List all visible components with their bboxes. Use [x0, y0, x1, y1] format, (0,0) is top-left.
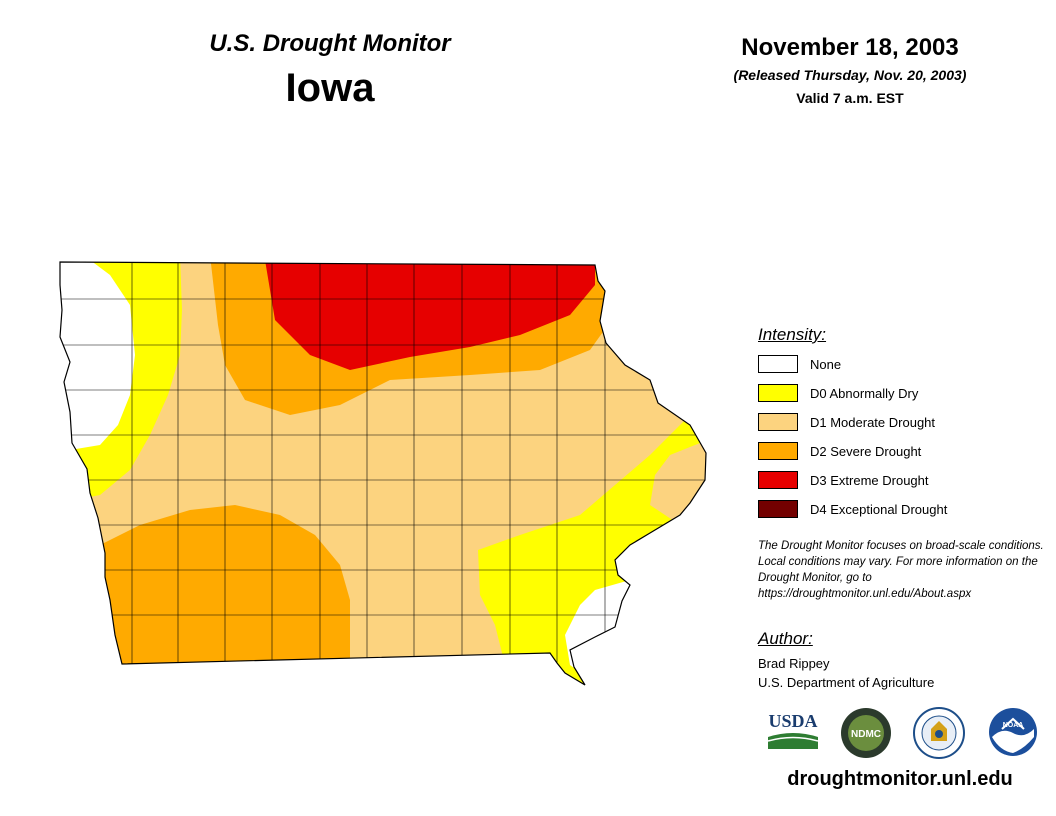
usda-logo: USDA: [766, 707, 820, 751]
legend-label: D3 Extreme Drought: [810, 473, 929, 488]
state-title: Iowa: [285, 66, 375, 110]
drought-d0-east: [478, 365, 706, 685]
disclaimer-note: The Drought Monitor focuses on broad-sca…: [758, 540, 1044, 600]
ndmc-logo: NDMC: [840, 707, 892, 759]
legend-swatch: [758, 355, 798, 373]
state-outline: [59, 261, 707, 686]
valid-time: Valid 7 a.m. EST: [796, 90, 904, 106]
legend-title: Intensity:: [758, 325, 827, 344]
website-url[interactable]: droughtmonitor.unl.edu: [787, 768, 1013, 790]
author-heading: Author:: [758, 629, 813, 648]
drought-d3-north: [265, 262, 595, 370]
author-organization: U.S. Department of Agriculture: [758, 675, 935, 690]
county-boundaries: [60, 262, 706, 685]
product-title: U.S. Drought Monitor: [209, 30, 451, 57]
legend-swatch: [758, 413, 798, 431]
author-name: Brad Rippey: [758, 656, 830, 671]
noaa-logo-text: NOAA: [1003, 722, 1024, 729]
legend-swatch: [758, 471, 798, 489]
release-date: (Released Thursday, Nov. 20, 2003): [733, 67, 967, 83]
legend-swatch: [758, 500, 798, 518]
drought-none-southeast: [565, 580, 706, 685]
doc-logo: [913, 707, 965, 759]
legend-label: D1 Moderate Drought: [810, 415, 936, 430]
ndmc-logo-text: NDMC: [851, 729, 881, 740]
legend-label: D0 Abnormally Dry: [810, 386, 919, 401]
drought-none-west: [60, 262, 135, 450]
legend-label: D4 Exceptional Drought: [810, 502, 948, 517]
map-date: November 18, 2003: [741, 34, 959, 61]
noaa-logo: NOAA: [988, 707, 1038, 757]
legend-label: D2 Severe Drought: [810, 444, 922, 459]
drought-d2-southwest: [60, 505, 350, 685]
legend-swatch: [758, 384, 798, 402]
iowa-drought-map: [59, 261, 707, 686]
legend-swatch: [758, 442, 798, 460]
usda-logo-text: USDA: [768, 711, 817, 731]
legend-label: None: [810, 357, 842, 372]
